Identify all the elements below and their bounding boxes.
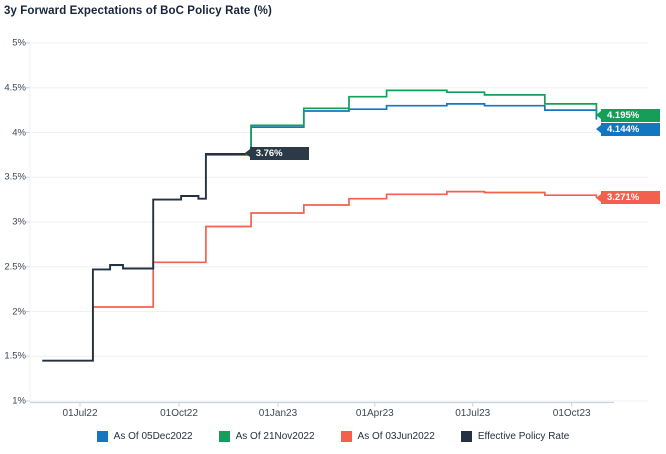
x-tick-label: 01Jan23	[258, 408, 298, 419]
legend-item-as-of-05dec2022[interactable]: As Of 05Dec2022	[96, 431, 193, 442]
chart-title: 3y Forward Expectations of BoC Policy Ra…	[4, 5, 272, 17]
end-label-arrow-icon	[596, 111, 601, 120]
legend-swatch-icon	[460, 431, 472, 442]
x-tick-label: 01Jul23	[455, 408, 491, 419]
y-tick-label: 2%	[12, 306, 26, 317]
legend-item-effective-policy-rate[interactable]: Effective Policy Rate	[460, 431, 570, 442]
y-tick-label: 4.5%	[4, 82, 26, 94]
legend-swatch-icon	[96, 431, 108, 442]
legend-label: Effective Policy Rate	[477, 431, 570, 442]
legend-item-as-of-21nov2022[interactable]: As Of 21Nov2022	[218, 431, 315, 442]
y-tick-label: 3.5%	[4, 171, 26, 183]
x-tick-label: 01Jul22	[62, 408, 98, 419]
end-label-as-of-03jun2022: 3.271%	[596, 191, 660, 205]
series-line-effective-policy-rate[interactable]	[42, 153, 246, 362]
legend-item-as-of-03jun2022[interactable]: As Of 03Jun2022	[340, 431, 435, 442]
y-tick-label: 1.5%	[4, 350, 26, 362]
series-line-as-of-05dec2022[interactable]	[205, 103, 598, 156]
legend: As Of 05Dec2022 As Of 21Nov2022 As Of 03Ju…	[0, 431, 666, 442]
legend-label: As Of 03Jun2022	[357, 431, 435, 442]
y-tick-label: 1%	[12, 395, 26, 407]
x-tick-label: 01Apr23	[355, 408, 394, 419]
end-label-arrow-icon	[596, 193, 601, 202]
y-tick-label: 4%	[12, 127, 26, 138]
legend-swatch-icon	[218, 431, 230, 442]
end-label-arrow-icon	[596, 125, 601, 134]
legend-label: As Of 05Dec2022	[113, 431, 193, 442]
y-tick-label: 2.5%	[4, 261, 26, 273]
y-tick-label: 5%	[12, 37, 26, 49]
end-label-effective-policy-rate: 3.76%	[244, 146, 309, 160]
end-label-as-of-05dec2022: 4.144%	[596, 122, 660, 136]
x-tick-label: 01Oct23	[552, 408, 591, 419]
end-label-as-of-21nov2022: 4.195%	[596, 108, 660, 122]
end-label-arrow-icon	[244, 149, 250, 158]
legend-swatch-icon	[340, 431, 352, 442]
series-line-as-of-21nov2022[interactable]	[205, 89, 598, 155]
legend-label: As Of 21Nov2022	[235, 431, 315, 442]
y-tick-label: 3%	[12, 216, 26, 228]
x-tick-label: 01Oct22	[160, 408, 198, 419]
series-line-as-of-03jun2022[interactable]	[42, 190, 598, 362]
